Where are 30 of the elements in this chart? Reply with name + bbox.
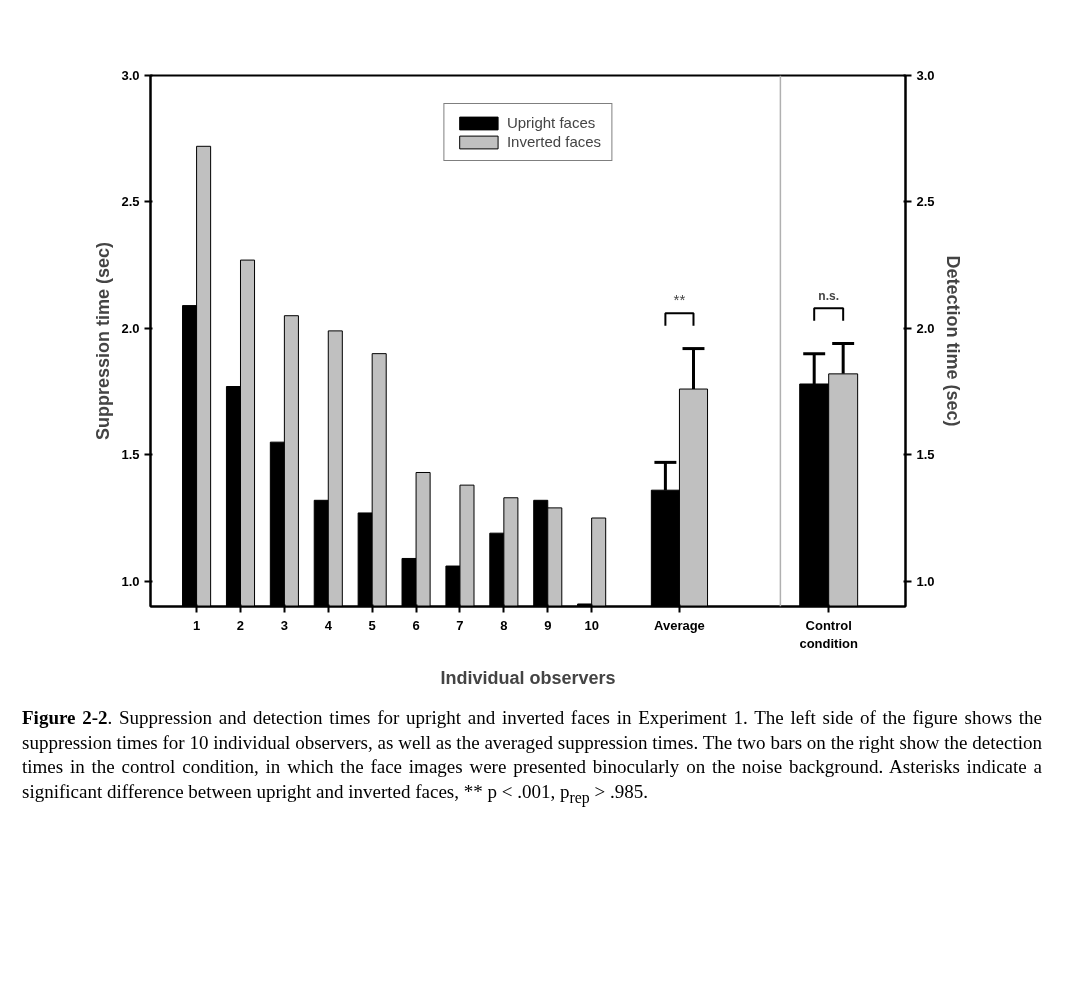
annotation: n.s.	[818, 289, 840, 304]
x-tick-label: 2	[236, 617, 245, 633]
y-tick-label: 1.5	[121, 447, 140, 463]
y2-tick-label: 2.0	[916, 320, 935, 336]
annotation: **	[673, 291, 686, 309]
x-tick-label: 6	[412, 617, 420, 633]
x-tick-label: 9	[544, 617, 552, 633]
y-tick-label: 2.0	[121, 320, 140, 336]
x-tick-label: 1	[192, 617, 201, 633]
legend-label: Upright faces	[506, 114, 596, 131]
x-tick-label: Average	[654, 617, 705, 633]
x-tick-label: 10	[584, 617, 599, 633]
x-tick-label: 8	[500, 617, 508, 633]
y-axis-title: Suppression time (sec)	[93, 241, 114, 441]
x-tick-label: Control condition	[799, 617, 858, 651]
x-tick-label: 3	[280, 617, 288, 633]
y-tick-label: 1.0	[121, 573, 140, 589]
y-tick-label: 2.5	[121, 194, 140, 210]
caption: Figure 2-2. Suppression and detection times for upright and inverted faces in Experiment 1. The left side of the figure shows the suppression times for 10 individual observers, as well as the averaged suppression times. The two bars on the right show the detection times in the control condition, in which the face images were presented binocularly on the noise background. Asterisks indicate a significant difference between upright and inverted faces, ** p < .001, p$_{rep}$ > .985.	[22, 706, 1043, 809]
x-tick-label: 7	[456, 617, 464, 633]
y2-tick-label: 1.0	[916, 573, 935, 589]
x-tick-label: 5	[368, 617, 376, 633]
y2-axis-title: Detection time (sec)	[942, 255, 963, 427]
x-tick-label: 4	[324, 617, 333, 633]
legend-label: Inverted faces	[506, 133, 602, 150]
y2-tick-label: 3.0	[916, 68, 935, 83]
y-tick-label: 3.0	[121, 68, 140, 83]
x-axis-title: Individual observers	[440, 667, 616, 688]
y2-tick-label: 1.5	[916, 447, 935, 463]
y2-tick-label: 2.5	[916, 194, 935, 210]
